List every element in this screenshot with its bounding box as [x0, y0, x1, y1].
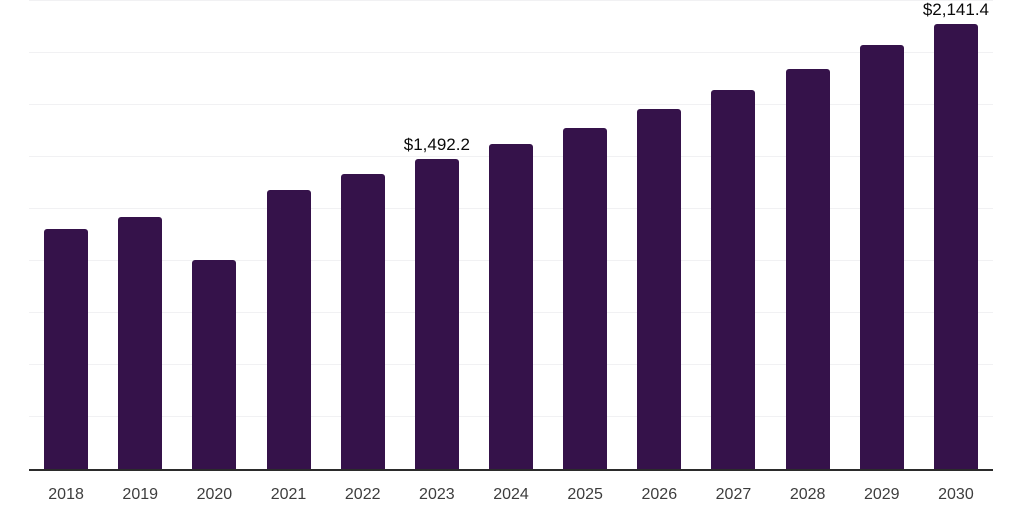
data-label-2030: $2,141.4: [922, 0, 990, 19]
gridline-2250: [29, 0, 993, 1]
bar-2021[interactable]: [266, 190, 311, 469]
bar-2029[interactable]: [859, 45, 904, 469]
bar-2025[interactable]: [563, 127, 608, 469]
bar-2020[interactable]: [192, 259, 237, 469]
x-tick-2026: 2026: [641, 486, 678, 503]
x-tick-2025: 2025: [567, 486, 603, 503]
x-tick-2028: 2028: [789, 486, 826, 503]
gridline-2000: [29, 52, 993, 53]
bar-2018[interactable]: [44, 228, 89, 469]
x-tick-2024: 2024: [493, 486, 529, 503]
x-tick-2020: 2020: [196, 486, 233, 503]
x-tick-2019: 2019: [122, 486, 159, 503]
bar-2026[interactable]: [637, 108, 682, 469]
x-tick-2018: 2018: [48, 486, 84, 503]
x-tick-2022: 2022: [344, 486, 381, 503]
gridline-1750: [29, 104, 993, 105]
x-tick-2029: 2029: [863, 486, 900, 503]
x-axis-line: [29, 469, 993, 471]
x-tick-2023: 2023: [419, 486, 455, 503]
x-tick-2030: 2030: [938, 486, 974, 503]
bar-2022[interactable]: [340, 173, 385, 469]
bar-2027[interactable]: [711, 89, 756, 469]
bar-2019[interactable]: [118, 216, 163, 469]
bar-2028[interactable]: [785, 68, 830, 469]
bar-2023[interactable]: [414, 158, 459, 469]
x-tick-2021: 2021: [270, 486, 307, 503]
x-tick-2027: 2027: [715, 486, 752, 503]
bar-2030[interactable]: [933, 23, 978, 469]
plot-area: $1,492.2 $2,141.4: [29, 0, 993, 469]
data-label-2023: $1,492.2: [403, 134, 470, 154]
x-axis: 2018 2019 2020 2021 2022 2023 2024 2025 2026 2027…: [29, 484, 993, 506]
bar-2024[interactable]: [489, 143, 533, 469]
